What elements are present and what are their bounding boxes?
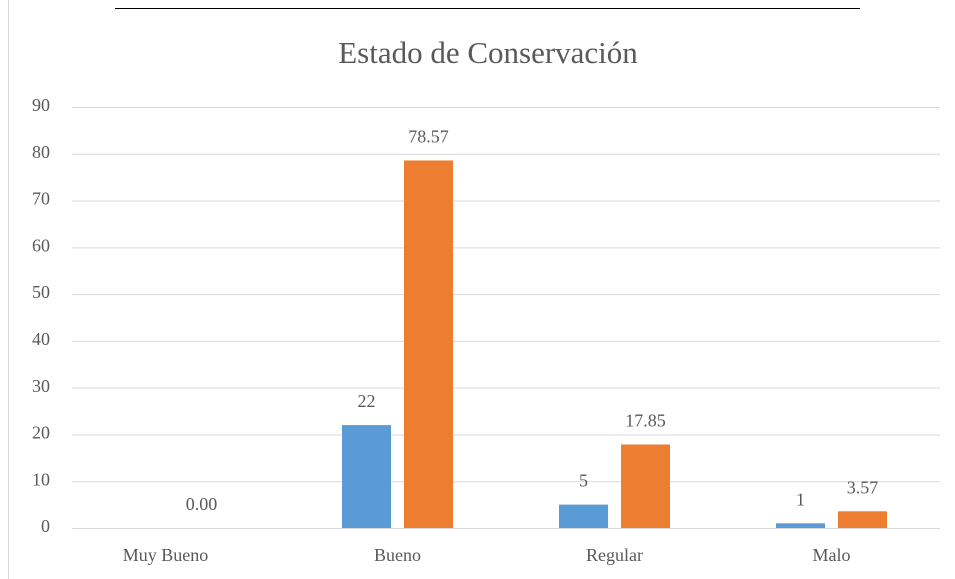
y-tick-label: 80 — [32, 142, 50, 162]
bar — [621, 444, 670, 528]
data-label: 78.57 — [408, 127, 449, 147]
data-label: 5 — [579, 471, 588, 491]
data-label: 3.57 — [847, 477, 879, 497]
y-tick-label: 60 — [32, 235, 50, 255]
bar — [776, 523, 825, 528]
bar — [404, 160, 453, 529]
x-tick-label: Bueno — [374, 545, 421, 565]
y-tick-label: 30 — [32, 376, 50, 396]
y-tick-label: 90 — [32, 95, 50, 115]
bar — [559, 504, 608, 528]
chart-title: Estado de Conservación — [338, 35, 638, 70]
bar — [342, 425, 391, 528]
bar — [838, 511, 887, 528]
data-label: 17.85 — [625, 411, 666, 431]
x-tick-label: Regular — [586, 545, 643, 565]
x-tick-label: Malo — [813, 545, 851, 565]
y-tick-label: 10 — [32, 469, 50, 489]
y-tick-label: 0 — [41, 516, 50, 536]
y-tick-label: 20 — [32, 423, 50, 443]
y-tick-label: 70 — [32, 189, 50, 209]
y-tick-label: 50 — [32, 282, 50, 302]
data-label: 1 — [796, 489, 805, 509]
x-tick-label: Muy Bueno — [123, 545, 209, 565]
data-label: 22 — [358, 391, 376, 411]
y-tick-label: 40 — [32, 329, 50, 349]
data-label: 0.00 — [186, 494, 218, 514]
